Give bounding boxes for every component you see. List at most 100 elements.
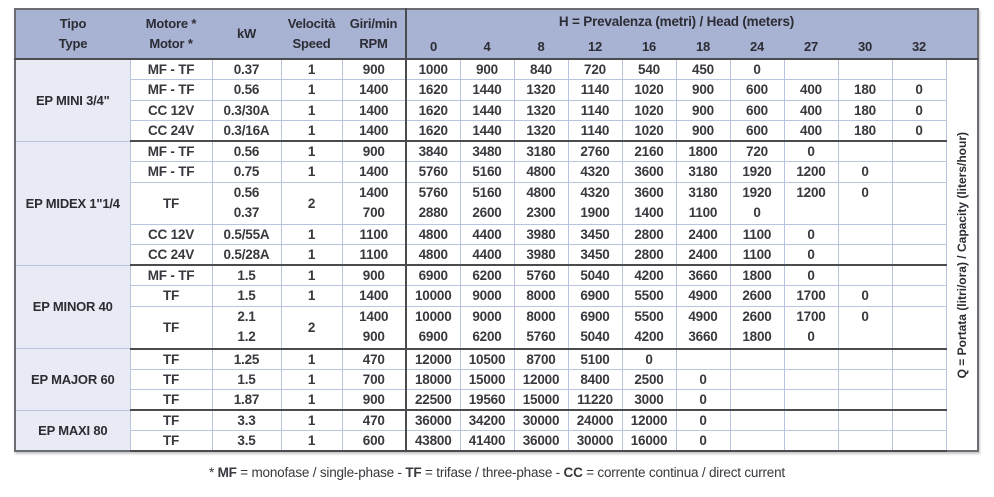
capacity-cell [837,244,892,266]
capacity-cell: 1000 [405,58,460,80]
column-header-tipo: Tipo Type [15,9,130,59]
column-header-motor: Motore * Motor * [130,9,212,59]
rpm-cell: 1400 [341,161,406,183]
motor-cell: MF - TF [129,161,212,183]
capacity-cell: 36000 [513,430,568,452]
capacity-cell: 3450 [567,244,622,266]
table-row: MF - TF 0.75 1 1400 5760 5160 4800 4320 3600 3180… [15,161,978,183]
capacity-cell [891,161,946,183]
capacity-cell: 600 [729,79,784,101]
motor-cell: TF [129,182,212,225]
capacity-cell: 1020 [621,79,676,101]
rpm-cell: 1100 [341,224,406,245]
capacity-cell: 3180 [513,141,568,162]
table-row: CC 24V 0.5/28A 1 1100 4800 4400 3980 3450 2800 24… [15,244,978,266]
capacity-cell: 600 [729,120,784,142]
speed-cell: 1 [280,58,342,80]
capacity-cell: 4200 [621,265,676,286]
capacity-cell [783,389,838,411]
head-value-27: 27 [784,35,838,59]
capacity-cell: 1320 [513,100,568,121]
head-value-18: 18 [676,35,730,59]
capacity-cell: 0 [891,79,946,101]
table-row: TF 1.5 1 700 18000 15000 12000 8400 2500 0 [15,369,978,390]
capacity-cell: 0 [729,58,784,80]
capacity-cell: 3600 [621,161,676,183]
kw-cell: 0.3/30A [211,100,281,121]
table-row: CC 12V 0.5/55A 1 1100 4800 4400 3980 3450 2800 24… [15,224,978,245]
capacity-cell: 540 [621,58,676,80]
capacity-cell: 8400 [567,369,622,390]
capacity-cell: 1140 [567,100,622,121]
capacity-cell: 2760 [567,141,622,162]
kw-cell: 1.87 [211,389,281,411]
capacity-cell: 1440 [459,100,514,121]
capacity-cell: 1020 [621,120,676,142]
q-column-header [946,9,978,59]
speed-cell: 1 [280,389,342,411]
capacity-cell: 0 [675,369,730,390]
capacity-cell: 0 [837,161,892,183]
group-name-cell: EP MAJOR 60 [15,348,130,411]
capacity-cell: 6200 [459,265,514,286]
speed-cell: 1 [280,161,342,183]
speed-cell: 1 [280,100,342,121]
kw-cell: 0.56 0.37 [211,182,281,225]
kw-cell: 0.5/55A [211,224,281,245]
motor-cell: CC 24V [129,120,212,142]
speed-cell: 1 [280,244,342,266]
motor-cell: MF - TF [129,58,212,80]
speed-cell: 1 [280,348,342,370]
capacity-cell [675,348,730,370]
capacity-cell: 8000 5760 [513,306,568,350]
capacity-cell: 4400 [459,224,514,245]
kw-cell: 3.3 [211,410,281,431]
speed-cell: 1 [280,265,342,286]
table-row: TF 2.1 1.2 2 1400 900 10000 6900 9000 6200 8000 576… [15,306,978,350]
rpm-cell: 900 [341,58,406,80]
capacity-cell: 10000 6900 [405,306,460,350]
capacity-cell: 30000 [567,430,622,452]
footnote: * MF = monofase / single-phase - TF = tr… [209,465,785,480]
capacity-cell: 0 [837,306,892,350]
kw-cell: 0.5/28A [211,244,281,266]
capacity-cell: 10000 [405,285,460,307]
table-row: EP MAJOR 60 TF 1.25 1 470 12000 10500 8700 5100 0 [15,348,978,411]
capacity-cell: 10500 [459,348,514,370]
capacity-cell [837,369,892,390]
motor-cell: TF [129,410,212,431]
capacity-cell: 0 [891,120,946,142]
head-value-4: 4 [460,35,514,59]
rpm-cell: 600 [341,430,406,452]
capacity-cell: 3000 [621,389,676,411]
capacity-cell [891,265,946,286]
pump-spec-table: Tipo Type Motore * Motor * kW Velocità Speed Gi… [14,8,979,452]
capacity-cell: 4800 [405,224,460,245]
capacity-cell: 8700 [513,348,568,370]
capacity-cell: 0 [837,285,892,307]
capacity-cell [891,369,946,390]
q-axis-label: Q = Portata (litri/ora) / Capacity (lite… [954,131,969,379]
capacity-cell [837,265,892,286]
capacity-cell: 4900 3660 [675,306,730,350]
motor-cell: TF [129,430,212,452]
capacity-cell [729,410,784,431]
capacity-cell: 1620 [405,79,460,101]
kw-cell: 0.37 [211,58,281,80]
capacity-cell: 3660 [675,265,730,286]
capacity-cell: 5040 [567,265,622,286]
capacity-cell: 22500 [405,389,460,411]
capacity-cell: 0 [837,182,892,225]
capacity-cell [891,430,946,452]
rpm-cell: 1400 700 [341,182,406,225]
head-value-0: 0 [405,35,460,59]
head-value-16: 16 [622,35,676,59]
capacity-cell [891,182,946,225]
capacity-cell: 600 [729,100,784,121]
capacity-cell: 43800 [405,430,460,452]
capacity-cell: 0 [675,410,730,431]
rpm-cell: 1400 [341,79,406,101]
capacity-cell [837,430,892,452]
capacity-cell [837,141,892,162]
capacity-cell: 0 [675,389,730,411]
